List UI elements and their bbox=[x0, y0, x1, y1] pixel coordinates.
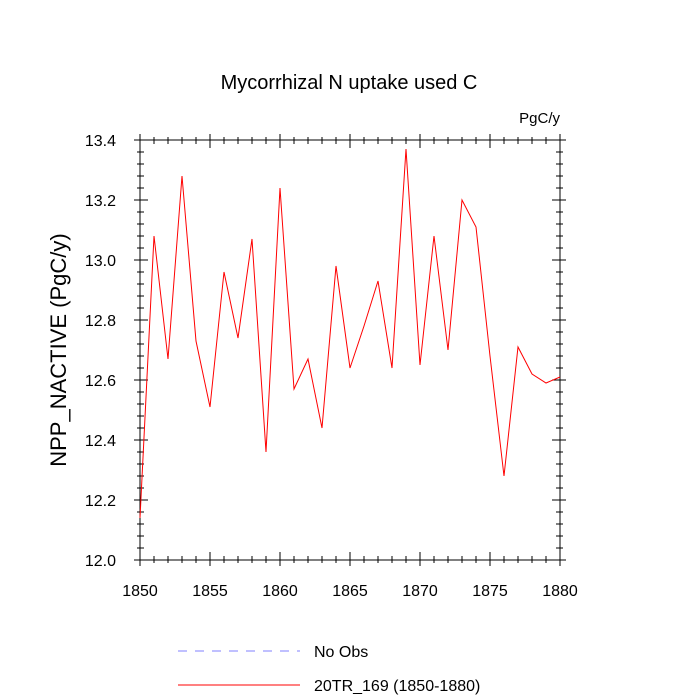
chart-title: Mycorrhizal N uptake used C bbox=[221, 72, 478, 94]
units-label: PgC/y bbox=[519, 110, 560, 127]
legend-label-20tr-169: 20TR_169 (1850-1880) bbox=[314, 678, 480, 695]
y-tick-label: 13.2 bbox=[85, 193, 116, 210]
x-tick-label: 1860 bbox=[262, 583, 298, 600]
y-tick-label: 12.6 bbox=[85, 373, 116, 390]
y-tick-label: 12.4 bbox=[85, 433, 116, 450]
y-tick-label: 13.0 bbox=[85, 253, 116, 270]
y-tick-label: 12.2 bbox=[85, 493, 116, 510]
x-tick-label: 1875 bbox=[472, 583, 508, 600]
x-tick-label: 1880 bbox=[542, 583, 578, 600]
series-layer bbox=[139, 148, 561, 519]
x-tick-label: 1850 bbox=[122, 583, 158, 600]
y-tick-label: 12.8 bbox=[85, 313, 116, 330]
x-tick-labels: 1850 1855 1860 1865 1870 1875 1880 bbox=[122, 583, 578, 600]
y-axis-label: NPP_NACTIVE (PgC/y) bbox=[46, 233, 71, 467]
x-tick-label: 1870 bbox=[402, 583, 438, 600]
y-tick-label: 13.4 bbox=[85, 133, 116, 150]
x-tick-label: 1855 bbox=[192, 583, 228, 600]
series-line-20tr-169 bbox=[139, 148, 561, 519]
legend: No Obs 20TR_169 (1850-1880) bbox=[178, 644, 480, 695]
legend-label-no-obs: No Obs bbox=[314, 644, 368, 661]
y-tick-labels: 12.0 12.2 12.4 12.6 12.8 13.0 13.2 13.4 bbox=[85, 133, 116, 570]
plot-frame bbox=[139, 139, 561, 561]
x-tick-label: 1865 bbox=[332, 583, 368, 600]
y-tick-label: 12.0 bbox=[85, 553, 116, 570]
axis-ticks bbox=[134, 134, 566, 566]
